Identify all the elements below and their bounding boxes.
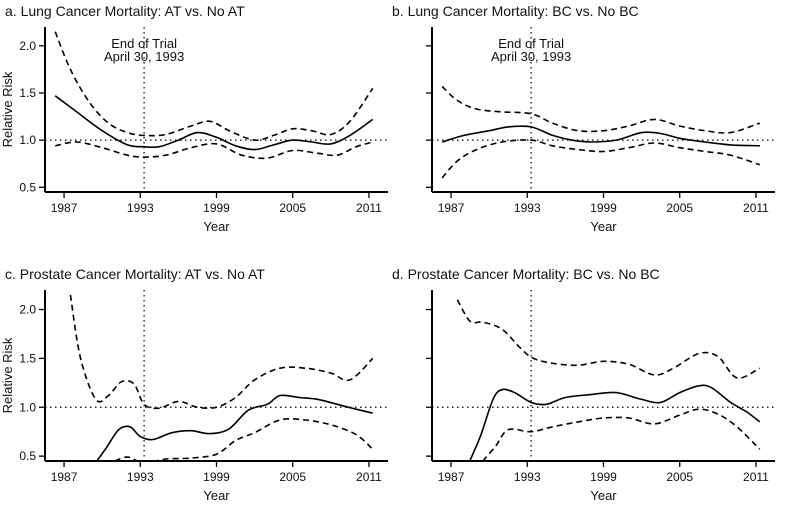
y-tick-label: 2.0 [19, 39, 36, 53]
y-axis-label: Relative Risk [0, 71, 15, 147]
y-tick-label: 1.5 [19, 351, 36, 365]
estimate-series-line [95, 394, 373, 461]
x-tick-label: 2011 [356, 470, 382, 484]
x-tick-label: 2011 [743, 470, 769, 484]
estimate-series-line [54, 95, 374, 151]
x-axis-label: Year [590, 219, 617, 234]
panel-title: b. Lung Cancer Mortality: BC vs. No BC [392, 3, 639, 19]
series-group [456, 299, 761, 461]
y-tick-label: 1.0 [19, 133, 36, 147]
series-group [54, 31, 374, 160]
x-tick-label: 1993 [127, 201, 154, 215]
x-tick-label: 1993 [514, 201, 541, 215]
x-tick-label: 2005 [666, 470, 693, 484]
x-tick-label: 1993 [514, 470, 541, 484]
annotation-line1: End of Trial [111, 36, 177, 51]
x-tick-label: 1987 [51, 470, 78, 484]
lower-series-line [482, 408, 761, 461]
estimate-series-line [468, 384, 761, 461]
annotation-line2: April 30, 1993 [491, 49, 571, 64]
upper-series-line [69, 294, 374, 410]
upper-series-line [456, 299, 761, 379]
y-tick-label: 0.5 [19, 180, 36, 194]
y-axis-label: Relative Risk [0, 337, 15, 413]
x-tick-label: 2005 [666, 201, 693, 215]
estimate-series-line [441, 125, 760, 147]
lower-series-line [55, 141, 374, 160]
x-tick-label: 1999 [590, 470, 617, 484]
x-tick-label: 1987 [51, 201, 78, 215]
x-tick-label: 2011 [356, 201, 382, 215]
series-group [441, 85, 761, 179]
x-tick-label: 1993 [127, 470, 154, 484]
x-tick-label: 2005 [279, 201, 306, 215]
annotation-line2: April 30, 1993 [104, 49, 184, 64]
y-tick-label: 1.0 [19, 400, 36, 414]
lower-series-line [114, 417, 374, 461]
upper-series-line [441, 85, 761, 134]
x-axis-label: Year [203, 488, 230, 503]
x-tick-label: 1999 [590, 201, 617, 215]
series-group [69, 294, 374, 461]
y-tick-label: 0.5 [19, 449, 36, 463]
y-tick-label: 1.5 [19, 86, 36, 100]
panel-title: c. Prostate Cancer Mortality: AT vs. No … [5, 266, 265, 282]
annotation-line1: End of Trial [498, 36, 564, 51]
x-axis-label: Year [203, 219, 230, 234]
lower-series-line [441, 139, 761, 179]
x-axis-label: Year [590, 488, 617, 503]
x-tick-label: 1987 [438, 470, 465, 484]
x-tick-label: 1987 [438, 201, 465, 215]
x-tick-label: 1999 [203, 201, 230, 215]
panel-title: d. Prostate Cancer Mortality: BC vs. No … [392, 266, 660, 282]
upper-series-line [54, 31, 374, 142]
y-tick-label: 2.0 [19, 303, 36, 317]
x-tick-label: 2011 [743, 201, 769, 215]
x-tick-label: 2005 [279, 470, 306, 484]
panel-title: a. Lung Cancer Mortality: AT vs. No AT [5, 3, 245, 19]
x-tick-label: 1999 [203, 470, 230, 484]
